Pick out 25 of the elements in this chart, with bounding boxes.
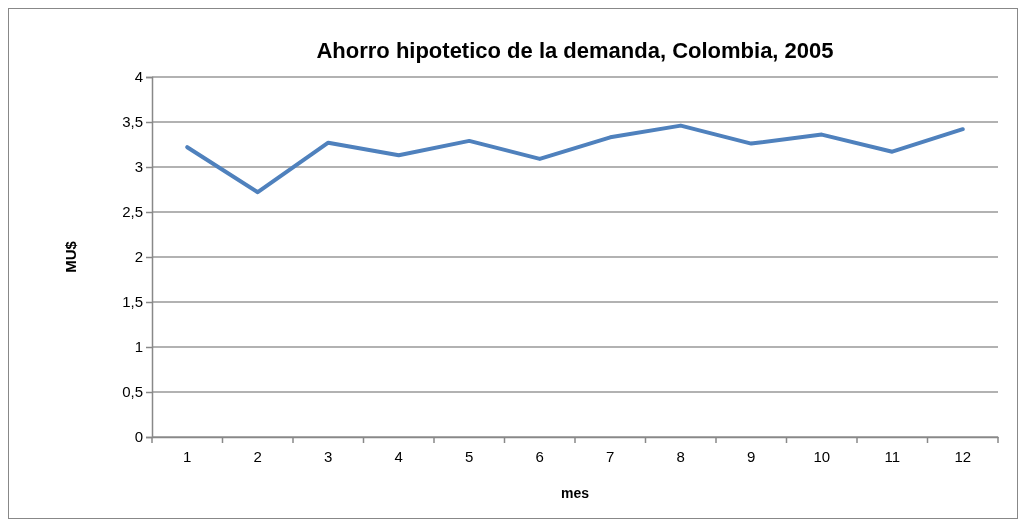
y-tick-label: 0,5 <box>122 383 143 401</box>
x-tick-label: 7 <box>606 447 615 465</box>
y-tick-label: 0 <box>134 428 143 446</box>
x-tick-label: 2 <box>253 447 262 465</box>
x-tick-label: 11 <box>884 447 901 465</box>
y-tick-label: 1,5 <box>122 293 143 311</box>
y-tick-label: 2,5 <box>122 203 143 221</box>
x-tick-label: 6 <box>535 447 544 465</box>
y-tick-label: 2 <box>134 248 143 266</box>
y-axis-title: MU$ <box>62 240 79 273</box>
y-tick-label: 1 <box>134 338 143 356</box>
chart-title: Ahorro hipotetico de la demanda, Colombia, 2005 <box>316 38 834 63</box>
x-tick-label: 1 <box>183 447 192 465</box>
x-tick-label: 12 <box>954 447 972 465</box>
x-tick-label: 9 <box>747 447 756 465</box>
y-tick-label: 3 <box>134 158 143 176</box>
x-tick-label: 10 <box>813 447 831 465</box>
y-tick-label: 3,5 <box>122 113 143 131</box>
x-axis-title: mes <box>560 485 590 501</box>
x-tick-label: 3 <box>324 447 333 465</box>
x-tick-label: 5 <box>465 447 474 465</box>
y-tick-label: 4 <box>134 68 143 86</box>
line-series <box>185 123 965 195</box>
x-tick-label: 8 <box>676 447 685 465</box>
x-tick-label: 4 <box>394 447 403 465</box>
